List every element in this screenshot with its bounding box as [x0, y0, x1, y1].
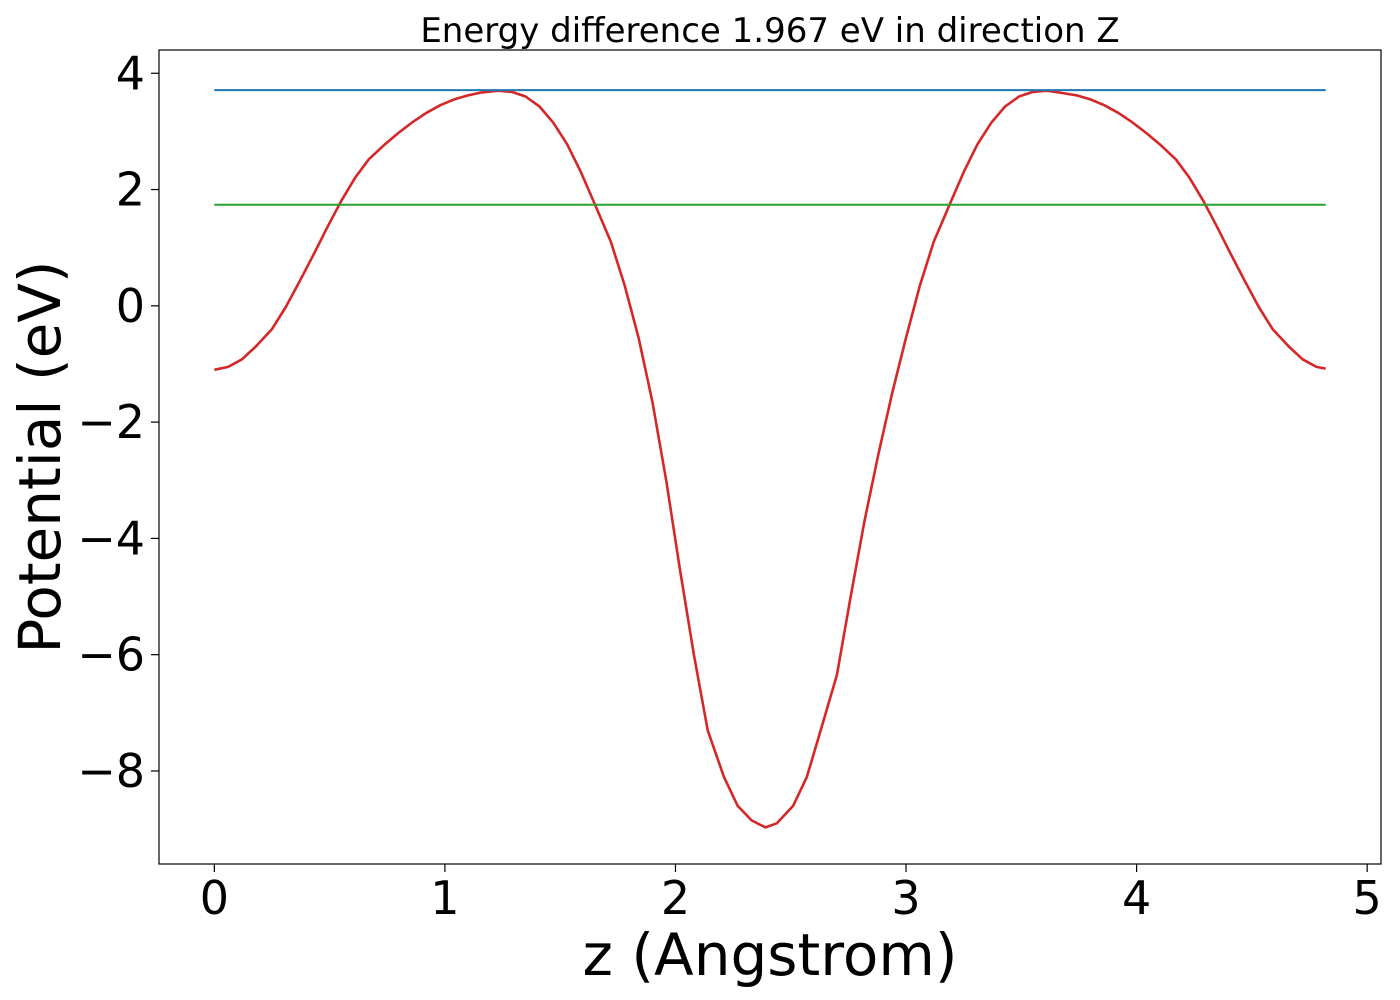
series-line-1 — [214, 89, 1326, 829]
x-tick-label: 1 — [430, 871, 459, 925]
y-tick-label: 0 — [116, 279, 145, 333]
y-tick-label: 4 — [116, 46, 145, 100]
y-axis: 4 2 0 −2 −4 −6 −8 — [77, 46, 159, 798]
plot-frame — [158, 49, 1382, 865]
y-tick-label: −2 — [77, 395, 145, 449]
x-axis: 0 1 2 3 4 5 — [200, 864, 1382, 925]
x-tick-label: 0 — [200, 871, 229, 925]
x-tick-label: 3 — [891, 871, 920, 925]
plot-area — [158, 49, 1382, 865]
y-tick-label: 2 — [116, 163, 145, 217]
x-tick-label: 2 — [661, 871, 690, 925]
chart-title: Energy difference 1.967 eV in direction … — [420, 11, 1119, 51]
y-tick-label: −4 — [77, 511, 145, 565]
y-tick-label: −8 — [77, 744, 145, 798]
x-axis-label: z (Angstrom) — [583, 921, 958, 989]
y-axis-label: Potential (eV) — [6, 260, 74, 653]
x-tick-label: 4 — [1122, 871, 1151, 925]
y-tick-label: −6 — [77, 628, 145, 682]
x-tick-label: 5 — [1353, 871, 1382, 925]
